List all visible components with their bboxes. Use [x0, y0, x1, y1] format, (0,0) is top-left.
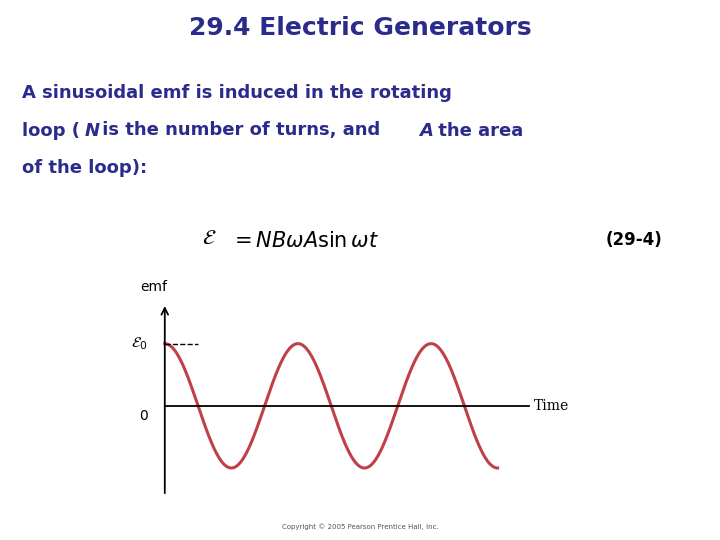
Text: Time: Time — [534, 399, 569, 413]
Text: 0: 0 — [139, 409, 148, 423]
Text: of the loop):: of the loop): — [22, 159, 147, 177]
Text: A: A — [419, 122, 433, 139]
Text: is the number of turns, and: is the number of turns, and — [96, 122, 387, 139]
Text: 29.4 Electric Generators: 29.4 Electric Generators — [189, 16, 531, 40]
Text: (29-4): (29-4) — [606, 231, 662, 249]
Text: the area: the area — [432, 122, 523, 139]
Text: $\mathcal{E}$: $\mathcal{E}$ — [202, 228, 216, 248]
Text: loop (: loop ( — [22, 122, 80, 139]
Text: Copyright © 2005 Pearson Prentice Hall, Inc.: Copyright © 2005 Pearson Prentice Hall, … — [282, 524, 438, 530]
Text: $\mathcal{E}_0$: $\mathcal{E}_0$ — [131, 335, 148, 352]
Text: $= NB\omega A \sin \omega t$: $= NB\omega A \sin \omega t$ — [230, 231, 379, 251]
Text: A sinusoidal emf is induced in the rotating: A sinusoidal emf is induced in the rotat… — [22, 84, 451, 102]
Text: N: N — [85, 122, 100, 139]
Text: emf: emf — [140, 280, 168, 294]
